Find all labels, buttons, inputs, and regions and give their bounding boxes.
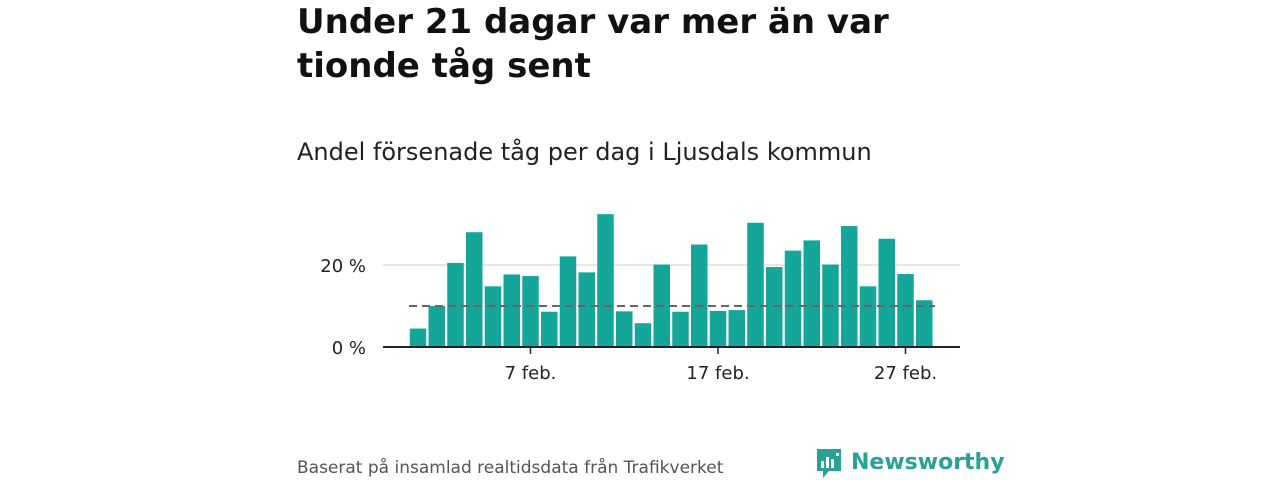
bar [634, 323, 652, 347]
bar [897, 274, 914, 347]
bar [466, 232, 483, 347]
chart-title: Under 21 dagar var mer än var tionde tåg… [297, 2, 889, 86]
bar [503, 274, 520, 347]
newsworthy-logo-icon [817, 449, 841, 478]
bar [428, 306, 445, 347]
bar [672, 311, 689, 347]
bar [447, 262, 464, 347]
chart-subtitle: Andel försenade tåg per dag i Ljusdals k… [297, 138, 872, 166]
bar [616, 311, 633, 347]
bar [597, 214, 614, 347]
bar [409, 328, 427, 347]
y-tick-label: 0 % [332, 338, 366, 359]
bar [484, 286, 502, 347]
bar [747, 222, 764, 347]
bar [691, 244, 708, 347]
bar [728, 310, 745, 347]
bar [841, 226, 858, 347]
bar [559, 256, 577, 347]
bar [803, 240, 820, 347]
bar [766, 267, 783, 347]
x-tick-label: 17 feb. [686, 363, 749, 384]
bar [578, 272, 595, 347]
bar [878, 238, 895, 347]
bar [859, 286, 877, 347]
bar [541, 311, 558, 347]
brand-logo: Newsworthy [815, 446, 1005, 480]
bar [784, 250, 802, 347]
x-tick-label: 7 feb. [505, 363, 557, 384]
bar [709, 310, 727, 347]
x-tick-label: 27 feb. [874, 363, 937, 384]
bar [916, 300, 933, 347]
bar [522, 276, 539, 347]
source-note: Baserat på insamlad realtidsdata från Tr… [297, 458, 724, 478]
brand-name: Newsworthy [851, 450, 1005, 475]
delayed-trains-bar-chart: 0 % 20 % 7 feb. 17 feb. 27 feb. [320, 214, 960, 384]
y-tick-label: 20 % [320, 256, 366, 277]
